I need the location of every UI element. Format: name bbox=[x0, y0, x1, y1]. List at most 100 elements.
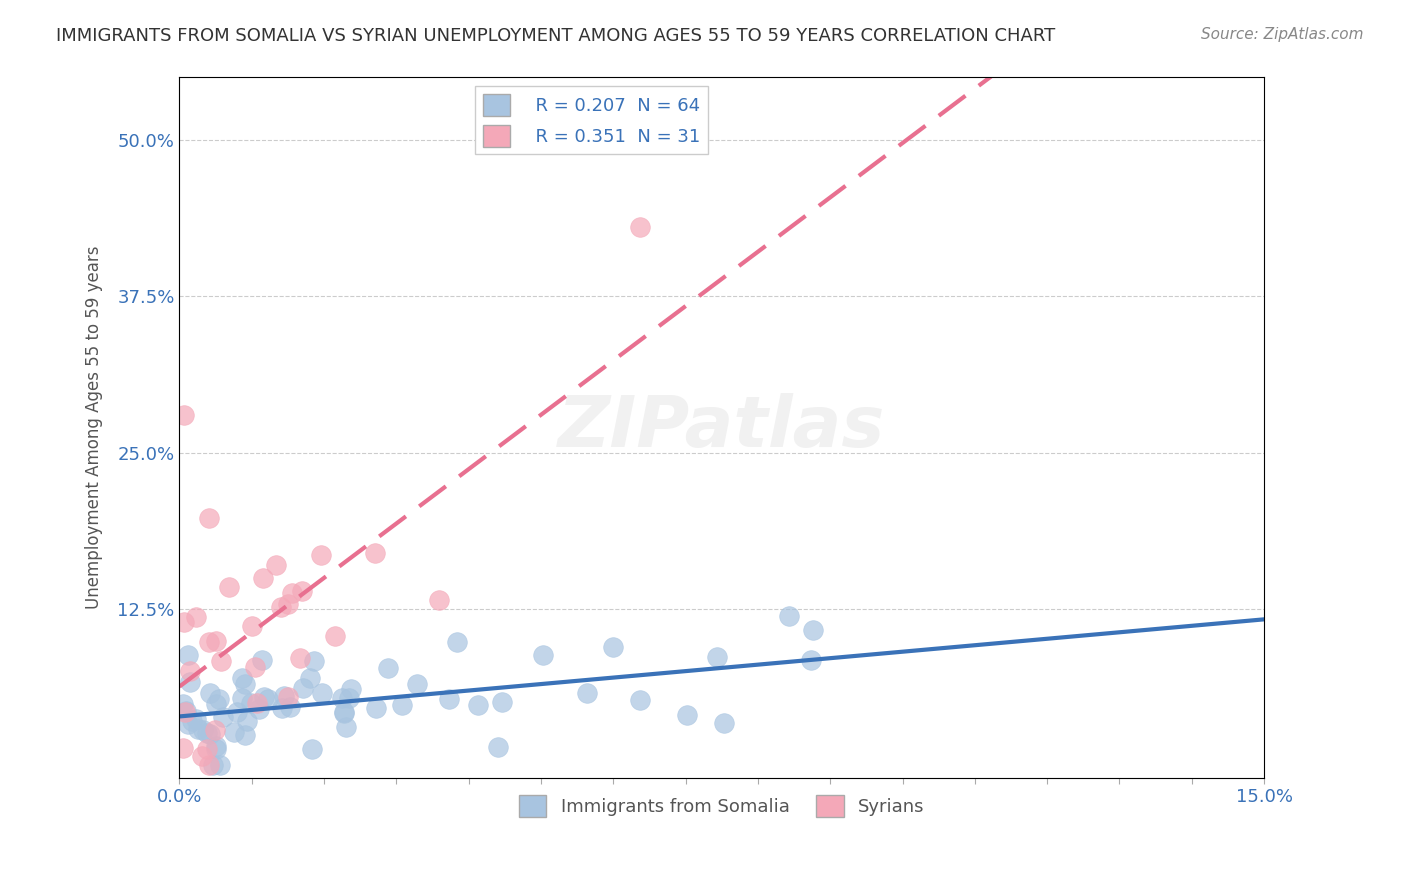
Point bbox=[195, 741, 218, 756]
Point bbox=[204, 723, 226, 737]
Point bbox=[218, 580, 240, 594]
Point bbox=[531, 648, 554, 662]
Point bbox=[270, 600, 292, 615]
Point bbox=[292, 681, 315, 696]
Point bbox=[278, 699, 301, 714]
Point bbox=[333, 706, 356, 720]
Point bbox=[298, 671, 321, 685]
Text: IMMIGRANTS FROM SOMALIA VS SYRIAN UNEMPLOYMENT AMONG AGES 55 TO 59 YEARS CORRELA: IMMIGRANTS FROM SOMALIA VS SYRIAN UNEMPL… bbox=[56, 27, 1056, 45]
Legend: Immigrants from Somalia, Syrians: Immigrants from Somalia, Syrians bbox=[512, 788, 932, 824]
Point bbox=[252, 571, 274, 585]
Point bbox=[270, 701, 292, 715]
Point bbox=[257, 692, 280, 706]
Point bbox=[186, 610, 208, 624]
Y-axis label: Unemployment Among Ages 55 to 59 years: Unemployment Among Ages 55 to 59 years bbox=[86, 246, 103, 609]
Point bbox=[191, 723, 214, 737]
Point bbox=[486, 740, 509, 755]
Point bbox=[290, 651, 312, 665]
Point bbox=[198, 635, 221, 649]
Point bbox=[281, 586, 304, 600]
Point bbox=[713, 716, 735, 731]
Point bbox=[204, 633, 226, 648]
Point bbox=[427, 593, 450, 607]
Point bbox=[208, 758, 231, 772]
Point bbox=[309, 548, 332, 562]
Point bbox=[377, 661, 399, 675]
Point bbox=[236, 714, 259, 729]
Point bbox=[174, 705, 197, 719]
Point bbox=[437, 692, 460, 706]
Point bbox=[364, 701, 387, 715]
Point bbox=[333, 705, 356, 719]
Point bbox=[706, 650, 728, 665]
Point bbox=[273, 689, 295, 703]
Point bbox=[208, 692, 231, 706]
Point bbox=[266, 558, 288, 573]
Point bbox=[491, 695, 513, 709]
Point bbox=[240, 618, 263, 632]
Point bbox=[222, 725, 245, 739]
Point bbox=[233, 728, 256, 742]
Point bbox=[302, 654, 325, 668]
Point bbox=[172, 698, 194, 712]
Point bbox=[191, 749, 214, 764]
Point bbox=[174, 705, 197, 719]
Point bbox=[198, 686, 221, 700]
Point bbox=[204, 739, 226, 754]
Point bbox=[301, 742, 323, 756]
Point bbox=[172, 741, 194, 756]
Point bbox=[198, 758, 221, 772]
Point bbox=[231, 691, 253, 706]
Point bbox=[225, 706, 247, 720]
Point bbox=[202, 758, 225, 772]
Point bbox=[277, 690, 299, 705]
Point bbox=[186, 712, 208, 726]
Point bbox=[364, 545, 387, 559]
Point bbox=[246, 697, 269, 711]
Point bbox=[467, 698, 489, 713]
Point bbox=[800, 653, 823, 667]
Point bbox=[311, 686, 333, 700]
Point bbox=[239, 697, 262, 711]
Point bbox=[245, 660, 267, 674]
Point bbox=[173, 615, 195, 630]
Point bbox=[198, 511, 221, 525]
Point bbox=[323, 629, 346, 643]
Point bbox=[205, 742, 228, 756]
Point bbox=[187, 722, 209, 736]
Point bbox=[675, 708, 697, 723]
Point bbox=[337, 690, 360, 705]
Point bbox=[173, 408, 195, 422]
Point bbox=[575, 686, 598, 700]
Point bbox=[250, 653, 273, 667]
Point bbox=[277, 598, 299, 612]
Point bbox=[628, 693, 651, 707]
Point bbox=[205, 697, 228, 711]
Point bbox=[211, 710, 233, 724]
Point bbox=[406, 677, 429, 691]
Point bbox=[335, 720, 357, 734]
Text: ZIPatlas: ZIPatlas bbox=[558, 393, 886, 462]
Point bbox=[177, 716, 200, 731]
Point bbox=[233, 677, 256, 691]
Point bbox=[330, 691, 353, 706]
Point bbox=[391, 698, 413, 713]
Point bbox=[247, 702, 270, 716]
Point bbox=[628, 220, 651, 235]
Point bbox=[179, 674, 201, 689]
Point bbox=[291, 584, 314, 599]
Point bbox=[180, 714, 202, 728]
Point bbox=[195, 726, 218, 740]
Point bbox=[231, 671, 253, 685]
Point bbox=[177, 648, 200, 663]
Point bbox=[339, 681, 361, 696]
Point bbox=[253, 690, 276, 704]
Text: Source: ZipAtlas.com: Source: ZipAtlas.com bbox=[1201, 27, 1364, 42]
Point bbox=[602, 640, 624, 655]
Point bbox=[209, 654, 232, 668]
Point bbox=[446, 635, 468, 649]
Point bbox=[198, 726, 221, 740]
Point bbox=[801, 623, 824, 637]
Point bbox=[179, 665, 201, 679]
Point bbox=[778, 609, 800, 624]
